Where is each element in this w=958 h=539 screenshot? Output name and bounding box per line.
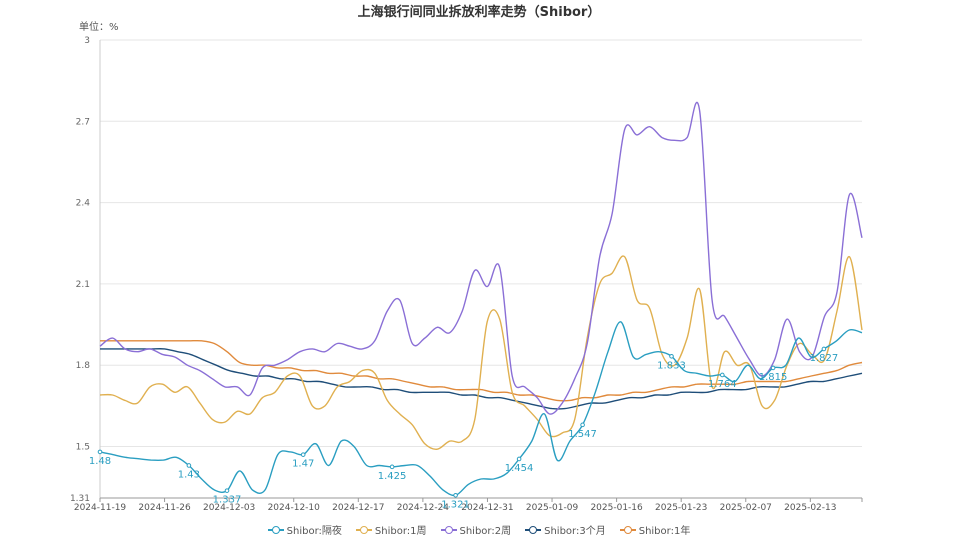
data-point [516,456,522,462]
data-point [224,488,230,493]
data-label: 1.43 [178,469,200,480]
data-label: 1.337 [213,495,242,506]
legend-item[interactable]: Shibor:1周 [355,522,427,537]
data-label: 1.833 [657,360,686,371]
legend-swatch-icon [355,525,372,535]
data-label: 1.425 [378,471,407,482]
chart-title: 上海银行间同业拆放利率走势（Shibor） [357,5,601,20]
legend-item[interactable]: Shibor:2周 [440,522,512,537]
data-point [821,346,827,352]
legend-swatch-icon [619,525,636,535]
chart-legend: Shibor:隔夜 Shibor:1周 Shibor:2周 Shibor:3个月 Shi… [0,522,958,538]
data-point [389,464,395,470]
y-tick-label: 1.5 [76,443,90,453]
data-label: 1.48 [89,456,111,467]
x-tick-label: 2025-01-09 [526,503,579,513]
x-tick-label: 2025-02-13 [784,503,836,513]
series-line [99,321,863,497]
data-label: 1.815 [759,372,788,383]
series-line [99,101,863,415]
x-tick-label: 2025-01-16 [590,503,643,513]
data-label: 1.827 [810,353,839,364]
data-point [770,365,776,371]
legend-label: Shibor:隔夜 [286,526,342,537]
series-line [99,255,863,450]
data-label: 1.454 [505,463,534,474]
legend-item[interactable]: Shibor:隔夜 [267,522,342,537]
legend-label: Shibor:1周 [374,526,427,537]
legend-item[interactable]: Shibor:3个月 [525,522,606,537]
legend-item[interactable]: Shibor:1年 [619,522,691,537]
x-tick-label: 2024-12-24 [397,503,450,513]
data-label: 1.764 [708,379,737,390]
x-tick-label: 2024-12-17 [332,503,384,513]
y-tick-label: 3 [84,36,90,46]
x-tick-label: 2024-12-03 [203,503,255,513]
unit-label: 单位：% [79,22,119,33]
legend-label: Shibor:3个月 [544,526,606,537]
x-tick-label: 2024-12-10 [268,503,321,513]
data-label: 1.547 [568,429,597,440]
data-point [453,492,458,498]
data-point [580,422,585,428]
x-tick-label: 2024-11-19 [74,503,127,513]
data-label: 1.47 [292,459,314,470]
legend-label: Shibor:2周 [459,526,512,537]
x-tick-label: 2024-11-26 [138,503,191,513]
y-tick-label: 2.1 [76,280,90,290]
y-tick-label: 2.7 [76,117,90,127]
data-point [300,452,306,457]
x-tick-label: 2025-02-07 [720,503,772,513]
data-point [669,353,674,359]
x-tick-label: 2025-01-23 [655,503,707,513]
data-point [97,449,103,455]
series-line [100,339,863,402]
legend-swatch-icon [525,525,542,535]
legend-swatch-icon [440,525,457,535]
y-tick-label: 2.4 [76,199,91,209]
series-line [99,348,863,410]
data-point [720,372,725,378]
data-point [186,463,192,468]
legend-label: Shibor:1年 [638,526,691,537]
y-tick-label: 1.31 [70,494,90,504]
y-tick-label: 1.8 [76,361,91,371]
x-tick-label: 2024-12-31 [461,503,513,513]
legend-swatch-icon [267,525,284,535]
data-label: 1.321 [441,499,470,510]
